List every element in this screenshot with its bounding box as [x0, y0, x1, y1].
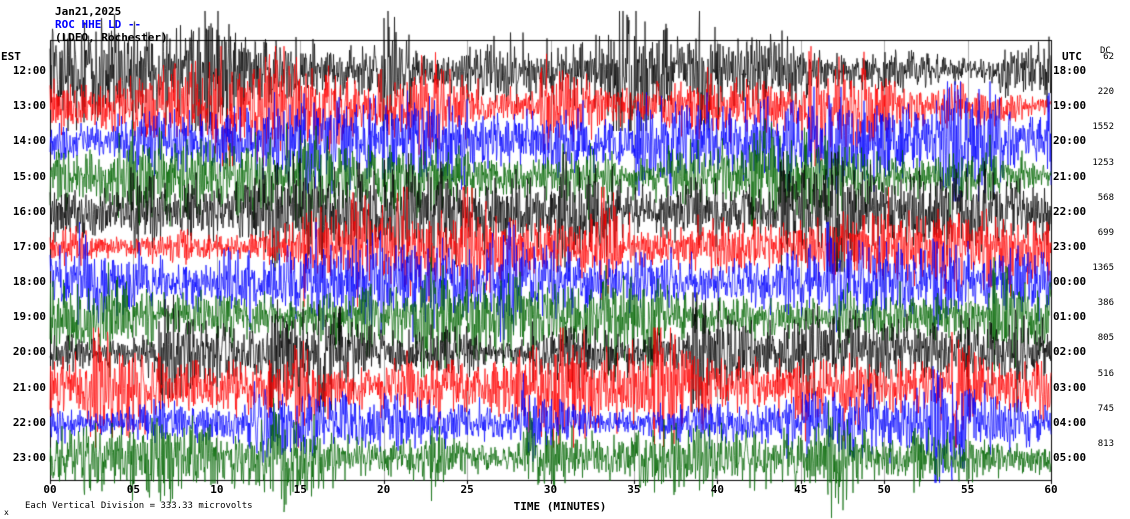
utc-time-label: 23:00: [1053, 239, 1087, 253]
est-time-label: 23:00: [12, 450, 46, 464]
est-time-label: 19:00: [12, 310, 46, 324]
dc-value: 813: [1097, 438, 1114, 449]
est-time-label: 22:00: [12, 415, 46, 429]
corner-mark: x: [4, 508, 9, 517]
utc-time-label: 21:00: [1053, 169, 1087, 183]
utc-time-label: 20:00: [1053, 134, 1087, 148]
dc-value: 62: [1103, 52, 1114, 62]
dc-value: 386: [1097, 298, 1114, 309]
left-axis-label-est: EST: [1, 50, 21, 63]
est-time-label: 14:00: [12, 134, 46, 148]
est-time-label: 21:00: [12, 380, 46, 394]
est-time-label: 15:00: [12, 169, 46, 183]
header-station-location: (LDEO, Rochester): [55, 31, 168, 44]
x-axis-tick-label: 55: [960, 483, 975, 496]
x-axis-tick-label: 15: [293, 483, 307, 496]
dc-value: 516: [1097, 368, 1114, 379]
est-time-label: 20:00: [12, 345, 46, 359]
x-axis-tick-label: 20: [377, 483, 391, 496]
utc-time-label: 02:00: [1053, 345, 1087, 359]
x-axis-tick-label: 25: [460, 483, 474, 496]
dc-value: 568: [1097, 192, 1114, 203]
utc-time-label: 01:00: [1053, 310, 1087, 324]
utc-time-label: 22:00: [1053, 204, 1087, 218]
est-time-label: 16:00: [12, 204, 46, 218]
utc-time-label: 04:00: [1053, 415, 1087, 429]
x-axis-tick-label: 00: [43, 483, 57, 496]
dc-value: 745: [1097, 403, 1114, 414]
utc-time-label: 05:00: [1053, 450, 1087, 464]
utc-time-label: 03:00: [1053, 380, 1087, 394]
est-time-label: 17:00: [12, 239, 46, 253]
dc-value: 1365: [1092, 263, 1114, 274]
dc-value: 220: [1097, 87, 1114, 98]
header-station-code: ROC HHE LD --: [55, 18, 142, 31]
est-time-label: 18:00: [12, 275, 46, 289]
dc-value: 805: [1097, 333, 1114, 344]
est-time-label: 12:00: [12, 64, 46, 77]
header-date: Jan21,2025: [55, 5, 122, 18]
dc-value: 699: [1097, 227, 1114, 238]
x-axis-tick-label: 35: [627, 483, 641, 496]
x-axis-tick-label: 10: [210, 483, 224, 496]
x-axis-tick-label: 60: [1044, 483, 1058, 496]
est-time-label: 13:00: [12, 99, 46, 113]
utc-time-label: 18:00: [1053, 64, 1087, 77]
dc-value: 1552: [1092, 122, 1114, 133]
utc-time-label: 00:00: [1053, 275, 1087, 289]
dc-value: 1253: [1092, 157, 1114, 168]
x-axis-tick-label: 30: [543, 483, 558, 496]
x-axis-tick-label: 45: [794, 483, 808, 496]
dc-column-label: DC: [1100, 46, 1111, 56]
vertical-scale-note: Each Vertical Division = 333.33 microvol…: [25, 501, 253, 511]
x-axis-tick-label: 50: [877, 483, 891, 496]
right-axis-label-utc: UTC: [1062, 50, 1082, 63]
x-axis-title: TIME (MINUTES): [513, 500, 607, 513]
x-axis-tick-label: 40: [710, 483, 724, 496]
x-axis-tick-label: 05: [126, 483, 141, 496]
utc-time-label: 19:00: [1053, 99, 1087, 113]
